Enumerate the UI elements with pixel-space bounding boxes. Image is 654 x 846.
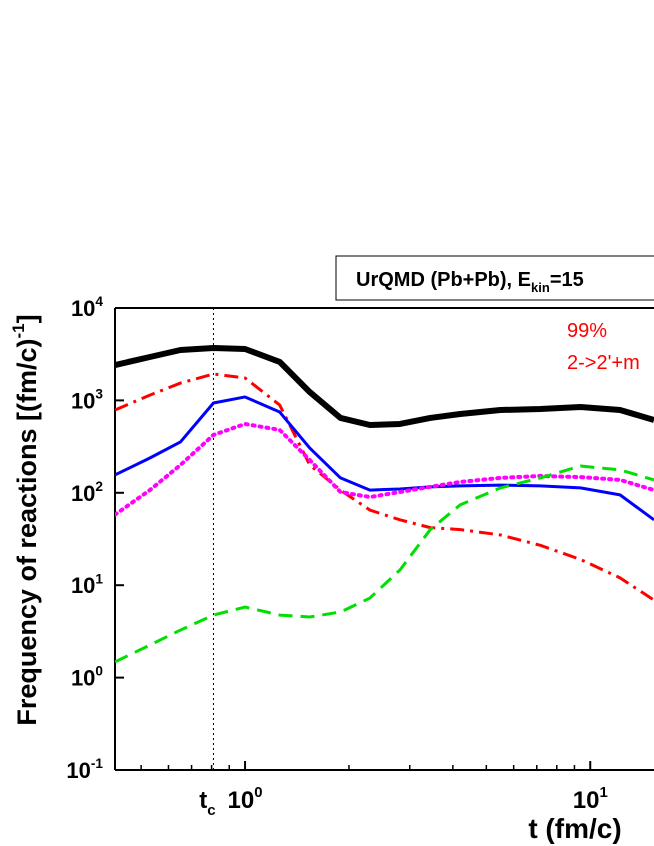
- tick-label: 103: [71, 387, 103, 414]
- y-label-tail: ]: [12, 314, 42, 323]
- tick-label-base: 10: [573, 787, 600, 814]
- series-line: [115, 345, 654, 428]
- tick-label-base: 10: [71, 296, 95, 321]
- series-line: [115, 372, 654, 602]
- tick-label-exponent: 3: [95, 387, 103, 402]
- tick-label-exponent: 2: [95, 479, 103, 494]
- tick-label: 100: [228, 785, 263, 814]
- tc-label-base: t: [199, 787, 207, 814]
- annotation: 99%: [567, 320, 607, 342]
- tick-label-base: 10: [66, 758, 90, 783]
- tick-label: 104: [71, 294, 103, 321]
- tick-label-base: 10: [71, 481, 95, 506]
- tick-label: 100: [71, 664, 103, 691]
- tick-label: 10-1: [66, 756, 103, 783]
- title-subscript: kin: [531, 280, 550, 295]
- tc-label: tc: [199, 787, 215, 819]
- tick-label-exponent: 1: [95, 571, 103, 586]
- tick-label-base: 10: [228, 787, 255, 814]
- tick-label-exponent: 4: [95, 294, 103, 309]
- tick-label-exponent: 1: [599, 785, 607, 801]
- tick-label: 101: [573, 785, 608, 814]
- tick-label-exponent: 0: [254, 785, 262, 801]
- tick-label-exponent: -1: [91, 756, 104, 771]
- title-box: [335, 255, 654, 301]
- tick-label-exponent: 0: [95, 664, 103, 679]
- x-axis-label: t (fm/c): [528, 813, 621, 844]
- y-label-superscript: -1: [9, 323, 28, 338]
- tick-label: 102: [71, 479, 103, 506]
- tick-label-base: 10: [71, 666, 95, 691]
- y-axis-label: Frequency of reactions [(fm/c)-1]: [9, 314, 42, 725]
- tc-label-subscript: c: [207, 802, 215, 819]
- y-label-text: Frequency of reactions [(fm/c): [12, 339, 42, 726]
- tick-label-base: 10: [71, 388, 95, 413]
- title-tail: =15: [550, 269, 584, 291]
- title-text: UrQMD (Pb+Pb), E: [356, 269, 531, 291]
- series-line: [115, 464, 654, 664]
- annotation: 2->2'+m: [567, 352, 640, 374]
- chart-title: UrQMD (Pb+Pb), Ekin=15: [356, 269, 584, 295]
- series-line: [115, 395, 654, 522]
- tick-label-base: 10: [71, 573, 95, 598]
- tick-label: 101: [71, 571, 103, 598]
- series-line: [115, 421, 654, 517]
